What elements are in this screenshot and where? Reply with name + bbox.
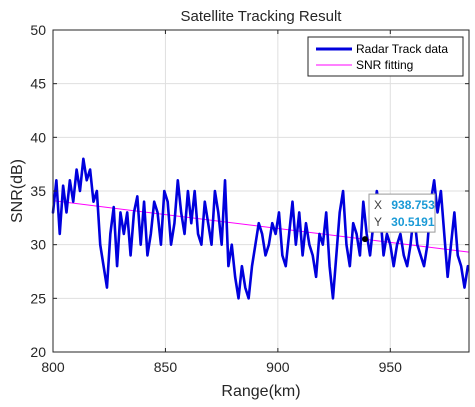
y-tick-label: 30	[30, 237, 46, 253]
y-tick-label: 50	[30, 22, 46, 38]
datatip-y-row: Y 30.5191	[374, 215, 435, 229]
legend-label-snr-fitting: SNR fitting	[356, 58, 413, 72]
y-axis-title: SNR(dB)	[9, 159, 26, 223]
x-axis-title: Range(km)	[221, 383, 300, 400]
datatip-y-value: 30.5191	[391, 215, 435, 229]
series-layer	[51, 157, 470, 300]
y-tick-label: 25	[30, 290, 46, 306]
legend-label-radar-track: Radar Track data	[356, 42, 448, 56]
y-tick-label: 45	[30, 76, 46, 92]
series-line-radar-track	[51, 157, 470, 300]
x-tick-label: 850	[154, 359, 178, 375]
datatip-y-label: Y	[374, 215, 382, 229]
datatip[interactable]: X 938.753 Y 30.5191	[362, 193, 436, 243]
legend-box	[307, 36, 464, 77]
datatip-x-row: X 938.753	[374, 198, 435, 212]
datatip-x-value: 938.753	[391, 198, 435, 212]
y-tick-label: 20	[30, 344, 46, 360]
datatip-marker[interactable]	[362, 236, 369, 243]
x-tick-label: 800	[41, 359, 65, 375]
legend[interactable]: Radar Track data SNR fitting	[307, 36, 464, 77]
grid	[53, 30, 469, 352]
datatip-box	[368, 193, 436, 233]
ticks-layer: 800 850 900 950 20 25 30 35 40 45 50	[30, 22, 469, 375]
datatip-x-label: X	[374, 198, 382, 212]
chart-title: Satellite Tracking Result	[181, 8, 343, 25]
x-tick-label: 900	[266, 359, 290, 375]
y-tick-label: 40	[30, 129, 46, 145]
x-tick-label: 950	[379, 359, 403, 375]
y-tick-label: 35	[30, 183, 46, 199]
